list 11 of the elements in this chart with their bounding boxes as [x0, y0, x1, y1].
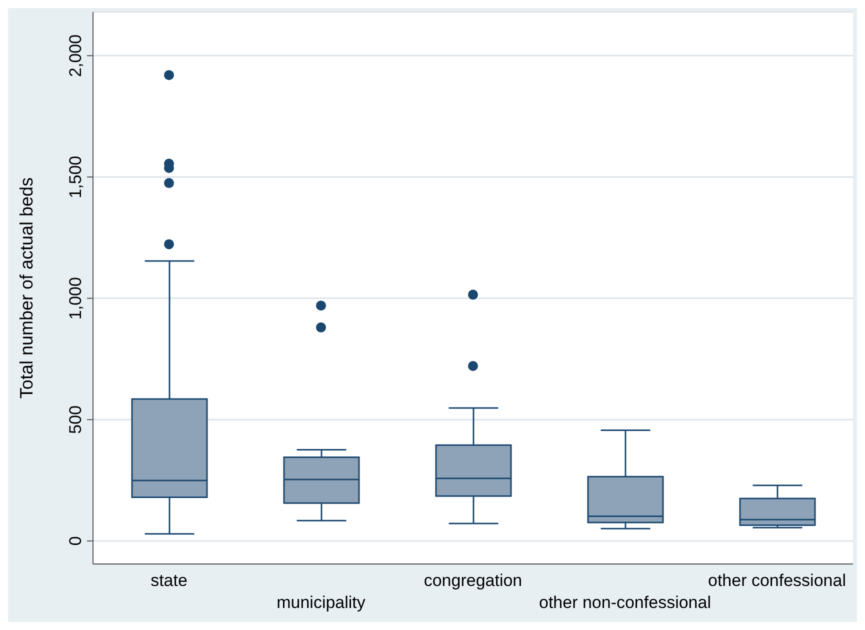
x-tick-label: congregation	[424, 571, 522, 590]
x-tick-label: state	[150, 571, 188, 590]
y-tick-label: 2,000	[66, 34, 85, 77]
y-tick-label: 0	[66, 536, 85, 546]
x-tick-label: municipality	[276, 593, 366, 612]
y-tick-label: 1,000	[66, 277, 85, 320]
y-axis-title: Total number of actual beds	[16, 177, 36, 399]
x-tick-label: other non-confessional	[538, 593, 712, 612]
y-tick-label: 1,500	[66, 156, 85, 198]
y-tick-label: 500	[66, 405, 85, 434]
x-tick-label: other confessional	[708, 571, 846, 590]
